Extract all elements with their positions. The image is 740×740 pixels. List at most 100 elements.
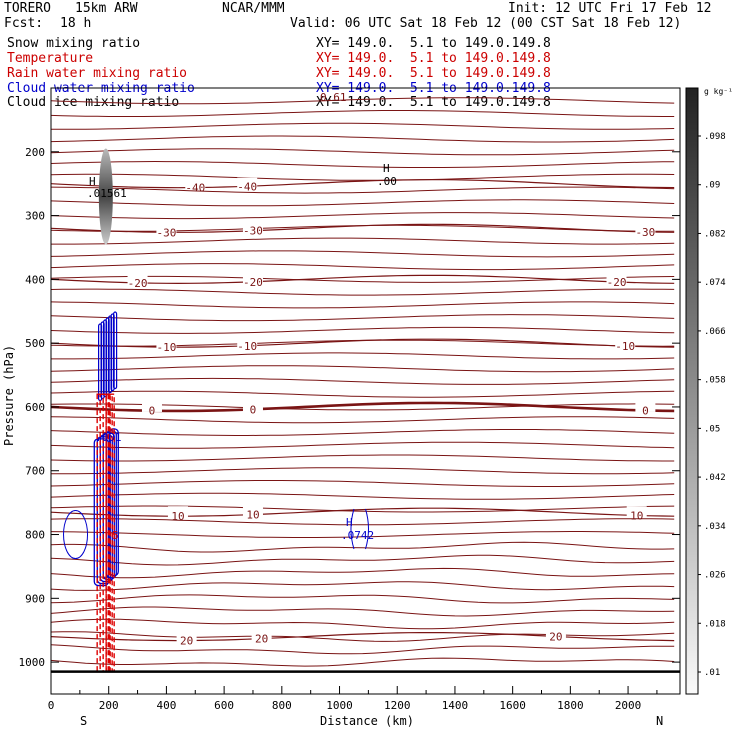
- temperature-contour: [50, 301, 675, 309]
- temperature-contour: [50, 594, 675, 604]
- x-tick-label: 2000: [615, 699, 642, 712]
- isotherm-label-bg: [156, 337, 177, 349]
- temperature-contour: [50, 416, 675, 424]
- isotherm-label: -20: [128, 277, 148, 290]
- isotherm-label: -20: [607, 276, 627, 289]
- isotherm--20: [50, 274, 675, 285]
- isotherm-label: -20: [243, 276, 263, 289]
- temperature-contour: [50, 160, 675, 168]
- isotherm-label-bg: [242, 222, 263, 234]
- field-label-snow: Snow mixing ratio: [7, 36, 141, 51]
- isotherm-label: 0: [250, 403, 257, 416]
- isotherm--40: [50, 179, 675, 189]
- resolution: 15km ARW: [75, 1, 138, 16]
- x-tick-label: 800: [272, 699, 292, 712]
- temperature-contour: [50, 581, 675, 591]
- temperature-contour: [50, 314, 675, 322]
- fcst-value: 18 h: [60, 16, 92, 31]
- isotherm-label-bg: [156, 222, 177, 234]
- isotherm-20: [50, 632, 675, 642]
- colorbar-tick-label: .034: [704, 522, 726, 532]
- isotherm-label: -10: [237, 340, 257, 353]
- isotherm-label-bg: [251, 630, 272, 642]
- temperature-contour: [50, 97, 675, 105]
- temperature-contour: [50, 657, 675, 667]
- snow-max-h2: H: [383, 162, 390, 175]
- isotherm-label-bg: [242, 400, 263, 412]
- x-tick-label: 1800: [557, 699, 584, 712]
- temperature-contour: [50, 377, 675, 385]
- snow-max-value: .01561: [87, 187, 127, 200]
- y-tick-label: 600: [25, 401, 45, 414]
- colorbar-tick-label: .074: [704, 278, 726, 288]
- colorbar-tick-label: .018: [704, 619, 726, 629]
- temperature-contour: [50, 480, 675, 487]
- cloud-water-contour: [350, 508, 369, 550]
- rain-label: 5: [112, 529, 119, 542]
- temperature-contour: [51, 467, 675, 475]
- temperature-contour: [50, 199, 675, 207]
- isotherm-label-bg: [176, 630, 197, 642]
- x-tick-label: 1200: [384, 699, 411, 712]
- y-tick-label: 1000: [19, 656, 46, 669]
- field-xy-rain: XY= 149.0. 5.1 to 149.0.149.8: [316, 66, 551, 81]
- colorbar-tick-label: .01: [704, 668, 720, 678]
- temperature-contour: [50, 618, 675, 630]
- colorbar-tick-label: .042: [704, 473, 726, 483]
- temperature-contour: [51, 352, 675, 360]
- temperature-contour: [50, 250, 675, 258]
- temperature-contour: [50, 644, 675, 655]
- x-tick-label: 1400: [442, 699, 469, 712]
- isotherm-label: -40: [237, 180, 257, 193]
- snow-plume: [98, 148, 113, 245]
- isotherm-label: 20: [549, 630, 562, 643]
- isotherm-label: -10: [156, 341, 176, 354]
- colorbar-tick-label: .082: [704, 229, 726, 239]
- isotherm-label-bg: [167, 506, 188, 518]
- y-axis-label: Pressure (hPa): [2, 345, 16, 446]
- isotherm-label-bg: [237, 177, 258, 189]
- isotherm-label-bg: [545, 630, 566, 642]
- isotherm-label-bg: [635, 222, 656, 234]
- colorbar-tick-label: .09: [704, 181, 720, 191]
- temperature-contour: [50, 110, 675, 117]
- colorbar-tick-label: .026: [704, 571, 726, 581]
- snow-max-value2: .00: [377, 175, 397, 188]
- isotherm-label: 20: [180, 635, 193, 648]
- temperature-contour: [50, 390, 675, 398]
- cloud-small-value: .001: [95, 431, 122, 444]
- isotherm-label-bg: [615, 337, 636, 349]
- isotherm-label: 0: [149, 405, 156, 418]
- y-tick-label: 800: [25, 529, 45, 542]
- field-label-temperature: Temperature: [7, 51, 94, 66]
- temperature-contour: [50, 135, 675, 143]
- valid-time: Valid: 06 UTC Sat 18 Feb 12 (00 CST Sat …: [290, 16, 682, 31]
- isotherm-label-bg: [237, 337, 258, 349]
- isotherm-label: 10: [246, 509, 259, 522]
- temperature-contour: [51, 237, 675, 245]
- field-xy-temperature: XY= 149.0. 5.1 to 149.0.149.8: [316, 51, 551, 66]
- center: NCAR/MMM: [222, 1, 285, 16]
- isotherm-label: 10: [171, 510, 184, 523]
- temperature-contour: [50, 454, 675, 462]
- colorbar-tick-label: .066: [704, 327, 726, 337]
- temperature-contour: [50, 263, 675, 271]
- y-tick-label: 200: [25, 146, 45, 159]
- south-label: S: [80, 714, 87, 728]
- cloud-water-contour: [63, 510, 89, 560]
- snow-max-h: H: [89, 175, 96, 188]
- x-tick-label: 0: [48, 699, 55, 712]
- isotherm-label-bg: [141, 400, 162, 412]
- plot-frame: [50, 87, 681, 695]
- x-tick-label: 1000: [326, 699, 353, 712]
- temperature-contour: [50, 554, 675, 566]
- temperature-contour: [50, 429, 675, 436]
- x-tick-label: 600: [214, 699, 234, 712]
- isotherm-label: 10: [630, 509, 643, 522]
- cloud-max-h: H: [346, 516, 353, 529]
- x-tick-label: 200: [99, 699, 119, 712]
- isotherm-label-bg: [185, 177, 206, 189]
- temperature-contour: [50, 173, 675, 181]
- colorbar: [685, 87, 699, 695]
- north-label: N: [656, 714, 663, 728]
